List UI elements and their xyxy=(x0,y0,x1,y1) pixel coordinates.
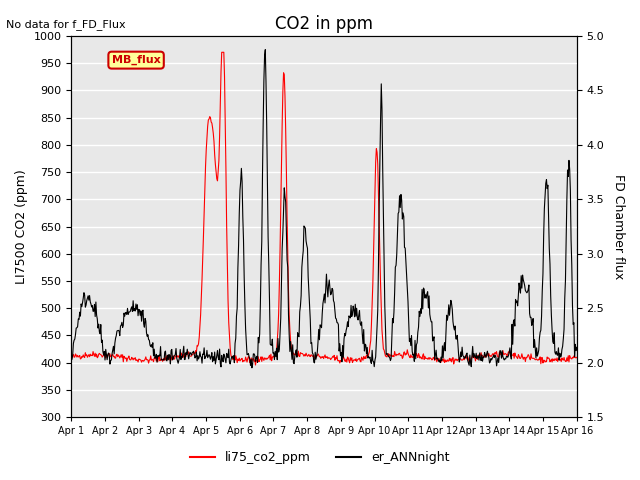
Y-axis label: LI7500 CO2 (ppm): LI7500 CO2 (ppm) xyxy=(15,169,28,284)
Y-axis label: FD Chamber flux: FD Chamber flux xyxy=(612,174,625,279)
Text: MB_flux: MB_flux xyxy=(112,55,161,65)
Legend: li75_co2_ppm, er_ANNnight: li75_co2_ppm, er_ANNnight xyxy=(186,446,454,469)
Text: No data for f_FD_Flux: No data for f_FD_Flux xyxy=(6,19,126,30)
Title: CO2 in ppm: CO2 in ppm xyxy=(275,15,373,33)
